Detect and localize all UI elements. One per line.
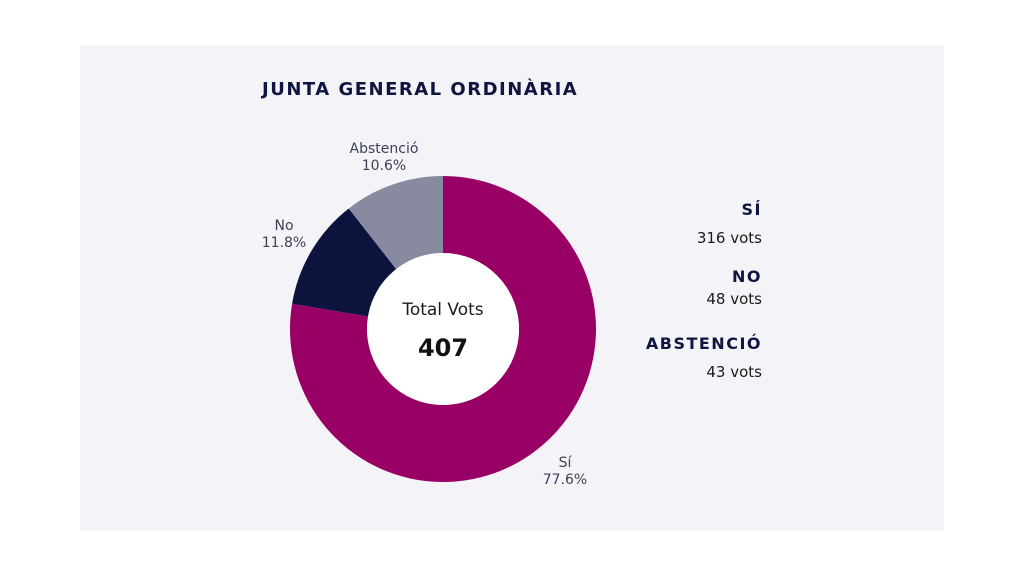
legend-votes-no: 48 vots	[706, 290, 762, 308]
slice-label-abstencio-percent: 10.6%	[361, 158, 407, 174]
chart-title: JUNTA GENERAL ORDINÀRIA	[262, 79, 579, 100]
legend-item-abstencio: ABSTENCIÓ 43 vots	[646, 334, 762, 381]
slice-label-abstencio-name: Abstenció	[349, 141, 419, 157]
slice-label-no: No 11.8%	[254, 218, 314, 252]
slice-no	[292, 208, 397, 317]
legend-votes-abstencio: 43 vots	[706, 363, 762, 381]
legend-votes-si: 316 vots	[696, 229, 762, 247]
slice-label-no-name: No	[274, 218, 294, 234]
slice-label-si-percent: 77.6%	[542, 472, 588, 488]
legend-name-abstencio: ABSTENCIÓ	[645, 334, 762, 353]
slice-label-si: Sí 77.6%	[530, 455, 600, 489]
slice-label-abstencio: Abstenció 10.6%	[344, 141, 424, 175]
legend-name-no: NO	[732, 267, 762, 286]
slice-label-no-percent: 11.8%	[261, 235, 307, 251]
donut-hole	[367, 253, 519, 405]
legend-item-si: SÍ 316 vots	[697, 200, 762, 247]
legend-item-no: NO 48 vots	[706, 267, 762, 308]
center-total: 407	[417, 334, 469, 362]
slice-si	[289, 176, 596, 482]
legend-name-si: SÍ	[741, 200, 762, 219]
center-caption: Total Vots	[402, 300, 484, 320]
slice-label-si-name: Sí	[558, 455, 572, 471]
slice-abstencio	[348, 176, 443, 270]
